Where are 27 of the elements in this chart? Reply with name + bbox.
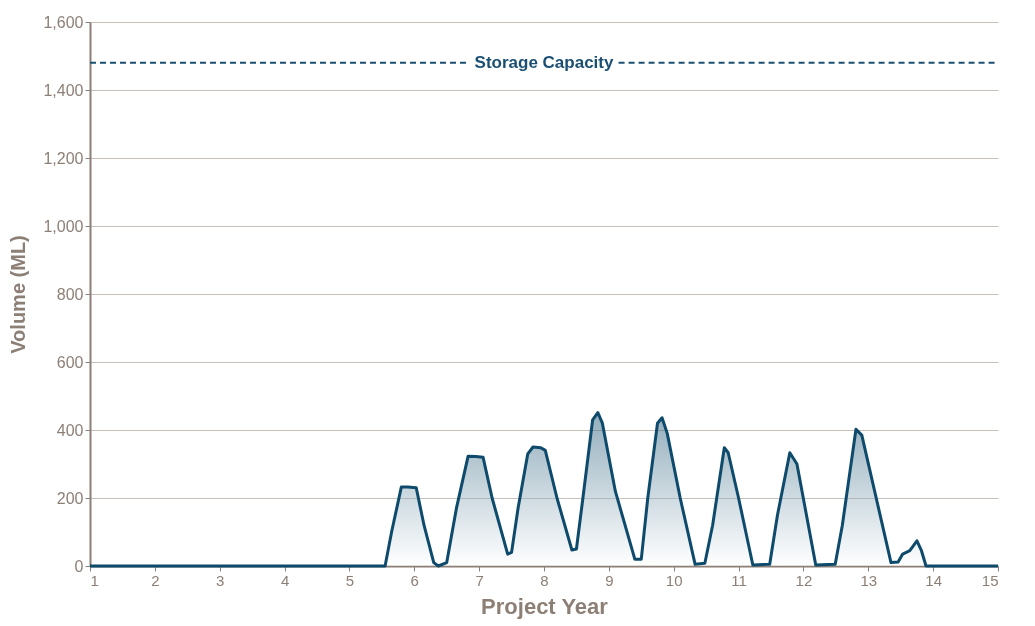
- x-tick-label: 13: [860, 571, 878, 589]
- y-tick-label: 400: [56, 421, 84, 439]
- y-tick-label: 1,000: [43, 217, 84, 235]
- x-tick-label: 10: [665, 571, 683, 589]
- y-tick-label: 1,400: [43, 81, 84, 99]
- x-tick-label: 2: [151, 571, 160, 589]
- x-tick-label: 4: [280, 571, 290, 589]
- x-tick-label: 1: [90, 571, 99, 589]
- x-tick-label: 5: [345, 571, 355, 589]
- x-tick-label: 12: [795, 571, 813, 589]
- x-tick-label: 3: [216, 571, 225, 589]
- y-tick-label: 1,200: [43, 149, 84, 167]
- y-axis-title: Volume (ML): [7, 235, 30, 354]
- y-tick-label: 600: [56, 353, 84, 371]
- x-tick-label: 9: [605, 571, 614, 589]
- x-tick-label: 6: [410, 571, 419, 589]
- x-tick-label: 8: [540, 571, 549, 589]
- x-axis-title: Project Year: [481, 593, 609, 619]
- x-tick-label: 14: [925, 571, 942, 589]
- y-tick-label: 1,600: [43, 13, 84, 31]
- y-tick-label: 200: [56, 489, 84, 507]
- y-tick-label: 800: [56, 285, 84, 303]
- x-tick-label: 15: [981, 571, 999, 589]
- y-tick-label: 0: [74, 557, 84, 575]
- x-tick-label: 11: [731, 571, 747, 589]
- ref-line-label: Storage Capacity: [474, 52, 614, 72]
- x-tick-label: 7: [475, 571, 484, 589]
